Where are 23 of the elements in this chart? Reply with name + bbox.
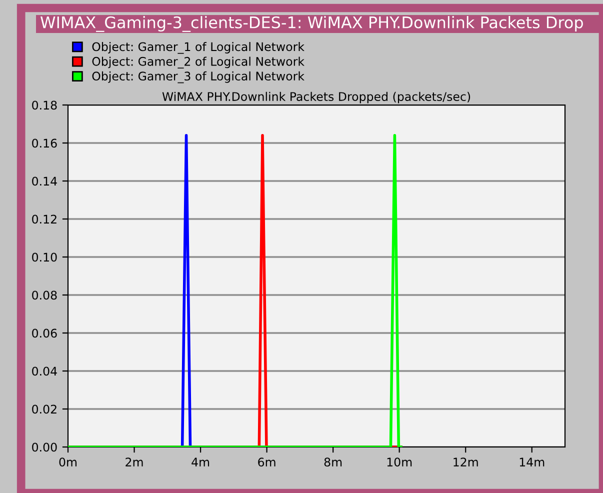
y-tick-label: 0.16 <box>32 138 57 148</box>
x-tick-label: 8m <box>324 458 342 467</box>
y-tick-label: 0.14 <box>32 176 57 186</box>
x-tick-label: 4m <box>192 458 210 466</box>
x-tick-label: 0m <box>59 458 77 467</box>
x-tick-label: 2m <box>126 458 143 466</box>
x-tick-label: 14m <box>520 458 544 466</box>
y-tick-label: 0.06 <box>32 328 57 338</box>
legend-label: Object: Gamer_3 of Logical Network <box>92 71 304 84</box>
chart-subtitle: WiMAX PHY.Downlink Packets Dropped (packets/sec) <box>162 92 470 104</box>
y-tick-label: 0.10 <box>32 252 57 262</box>
y-tick-label: 0.00 <box>32 442 57 452</box>
legend-label: Object: Gamer_1 of Logical Network <box>92 42 304 54</box>
y-tick-label: 0.18 <box>32 100 57 110</box>
x-tick-label: 10m <box>387 458 412 467</box>
y-tick-label: 0.12 <box>32 214 56 224</box>
y-tick-label: 0.08 <box>32 290 57 300</box>
y-tick-label: 0.04 <box>32 366 57 376</box>
legend-label: Object: Gamer_2 of Logical Network <box>92 56 304 68</box>
y-tick-label: 0.02 <box>32 404 56 414</box>
chart-title: WIMAX_Gaming-3_clients-DES-1: WiMAX PHY.Downlink Packets Drop <box>40 16 583 32</box>
x-tick-label: 12m <box>454 458 478 466</box>
x-tick-label: 6m <box>258 458 276 467</box>
